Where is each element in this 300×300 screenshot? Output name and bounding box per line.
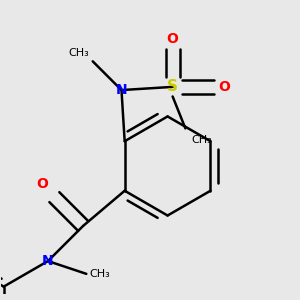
Text: S: S <box>167 80 178 94</box>
Text: N: N <box>116 83 127 97</box>
Text: CH₃: CH₃ <box>89 269 110 279</box>
Text: N: N <box>42 254 54 268</box>
Text: O: O <box>218 80 230 94</box>
Text: CH₃: CH₃ <box>69 48 89 58</box>
Text: O: O <box>167 32 178 46</box>
Text: O: O <box>36 177 48 191</box>
Text: CH₃: CH₃ <box>192 135 212 145</box>
